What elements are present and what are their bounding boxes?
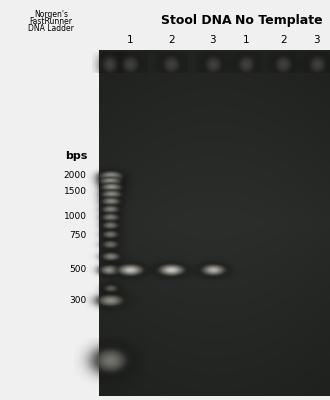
Text: 2: 2: [280, 35, 286, 45]
Text: Stool DNA: Stool DNA: [161, 14, 232, 27]
Text: 500: 500: [69, 266, 86, 274]
Text: 2: 2: [168, 35, 175, 45]
Text: FastRunner: FastRunner: [30, 17, 73, 26]
Text: DNA Ladder: DNA Ladder: [28, 24, 74, 34]
Text: 1: 1: [243, 35, 249, 45]
Text: 300: 300: [69, 296, 86, 305]
Text: 2000: 2000: [64, 172, 86, 180]
Text: bps: bps: [65, 151, 87, 161]
Text: Norgen's: Norgen's: [34, 10, 68, 19]
Text: 3: 3: [210, 35, 216, 45]
Text: 1: 1: [127, 35, 134, 45]
Text: 1500: 1500: [63, 187, 86, 196]
Text: 3: 3: [314, 35, 320, 45]
Text: 1000: 1000: [63, 212, 86, 221]
Text: 750: 750: [69, 232, 86, 240]
Text: No Template: No Template: [235, 14, 323, 27]
